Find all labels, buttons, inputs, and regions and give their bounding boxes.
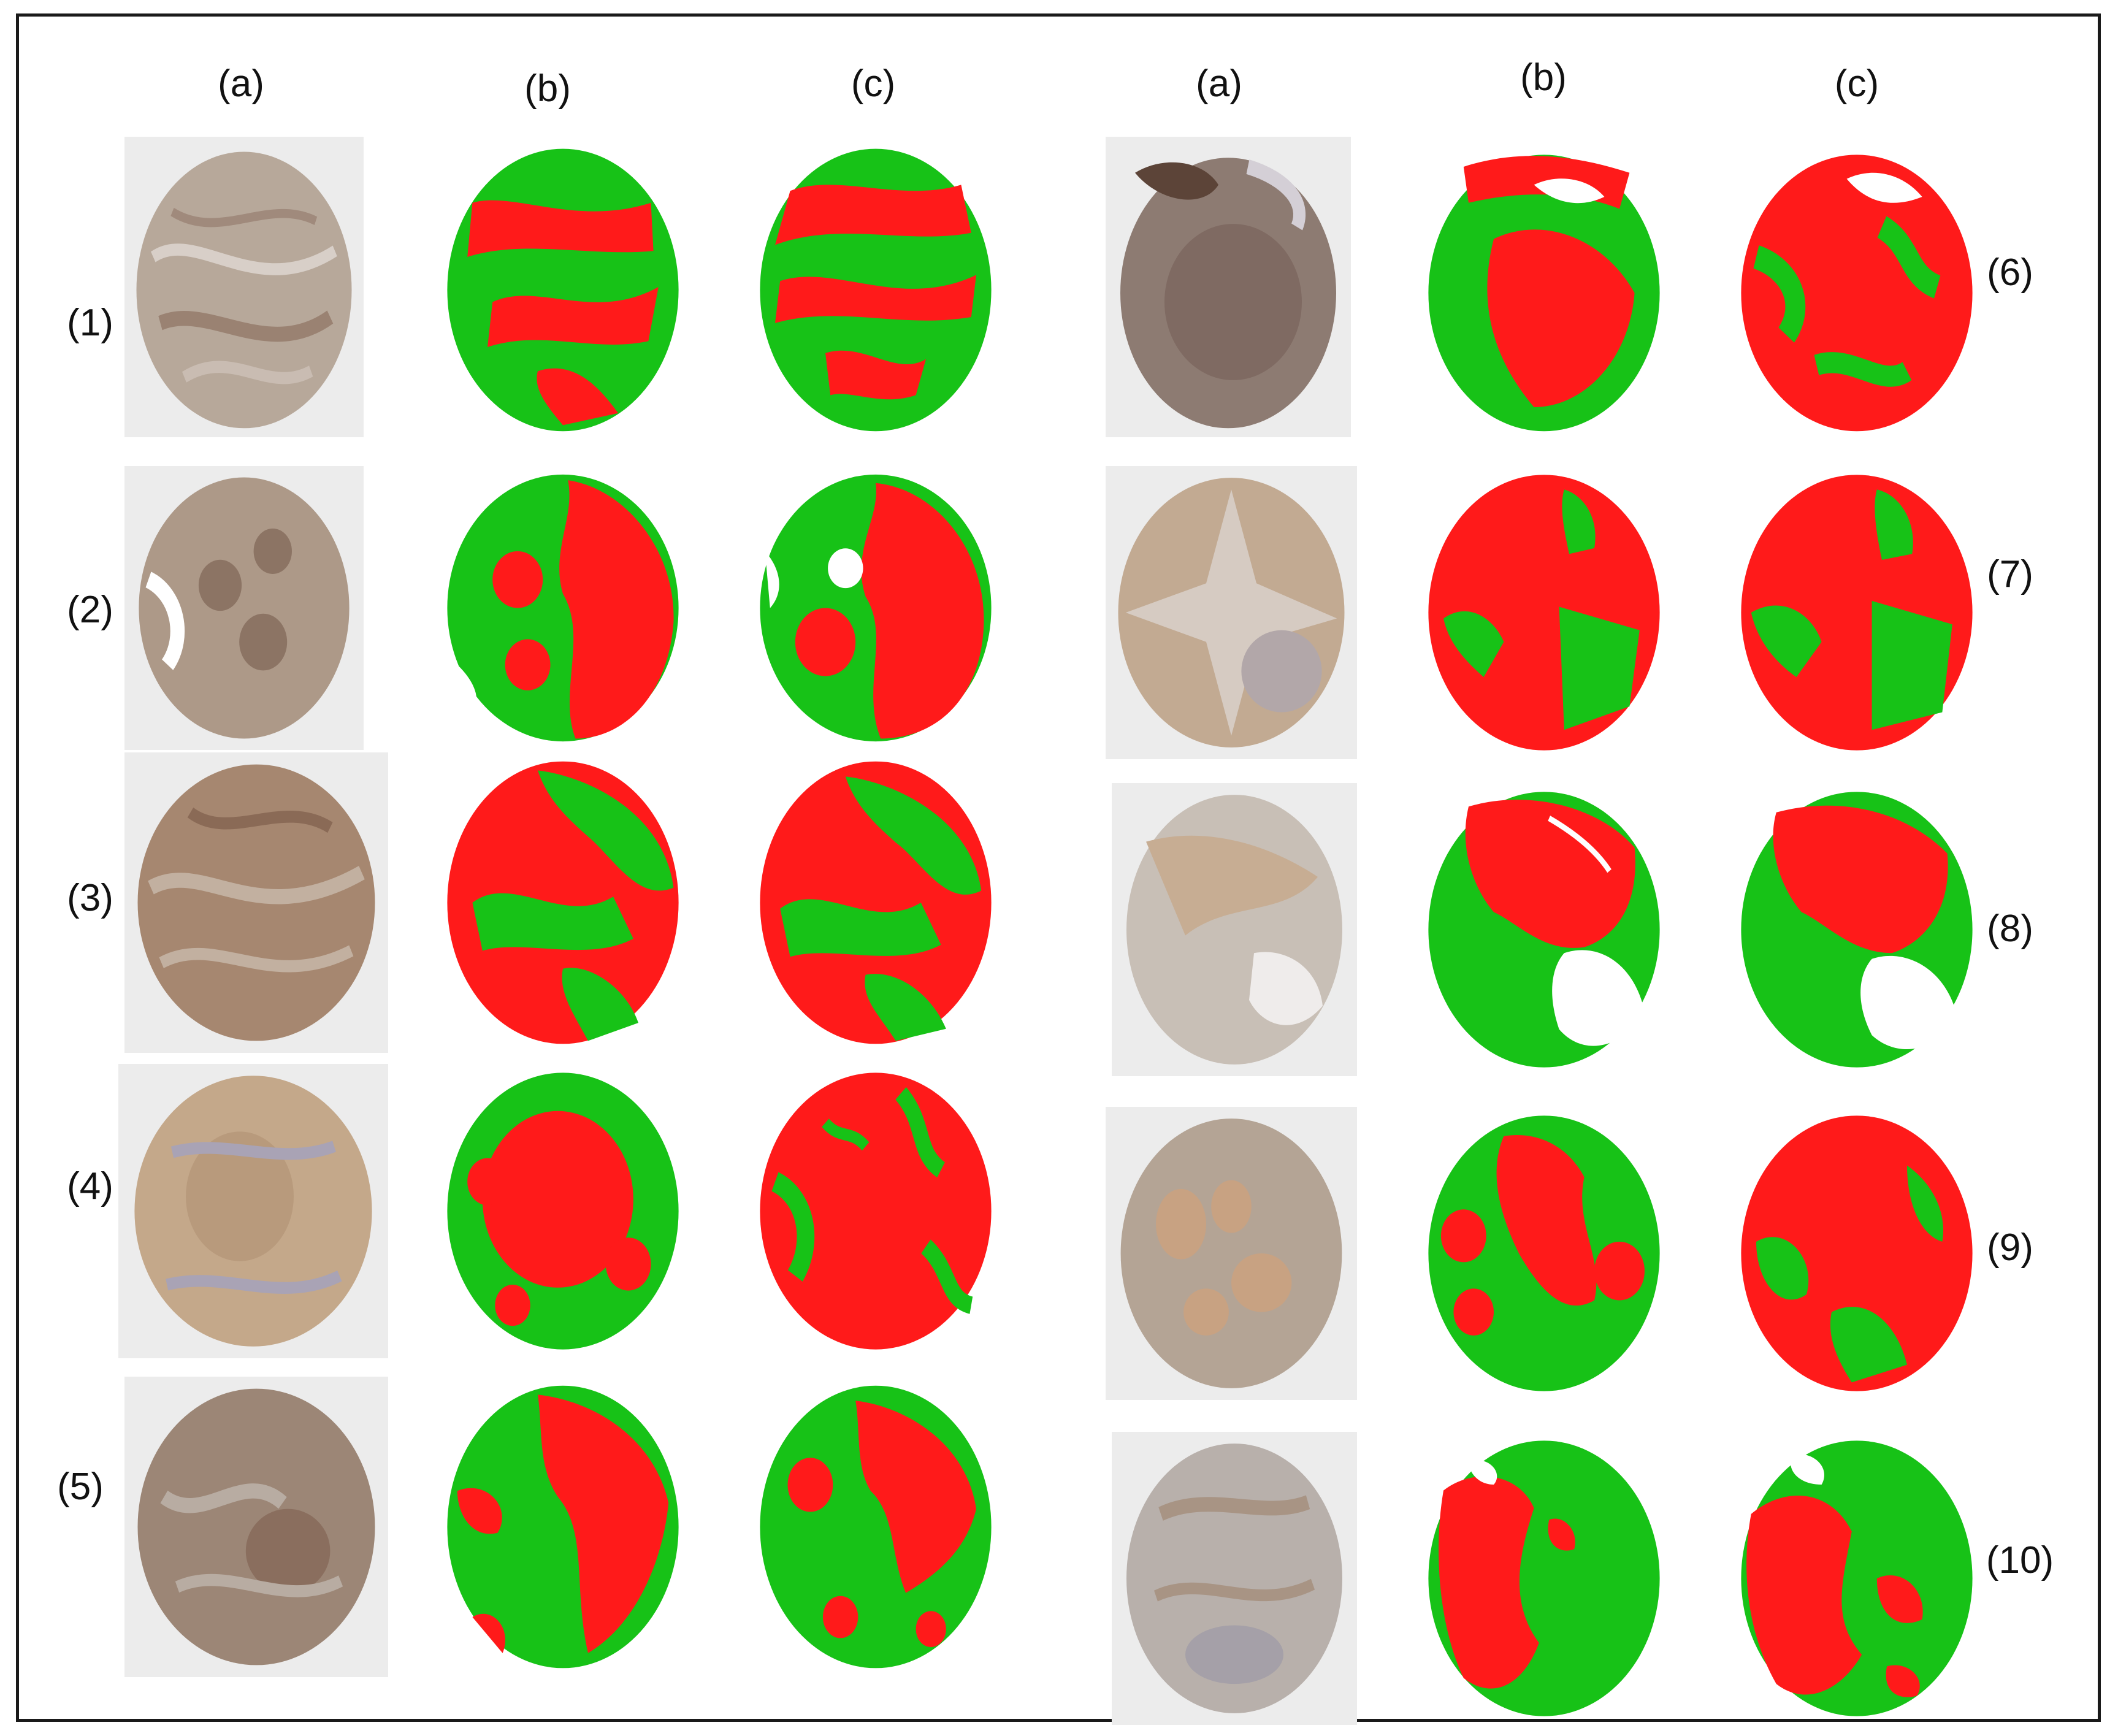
tissue-core-image-5a [124, 1377, 388, 1677]
row-label-10: (10) [1986, 1539, 2054, 1581]
row-label-4: (4) [67, 1165, 113, 1207]
row-label-9: (9) [1987, 1226, 2033, 1269]
segmentation-map-6b [1418, 137, 1670, 437]
tissue-core-image-10a [1112, 1432, 1357, 1725]
row-label-3: (3) [67, 877, 113, 919]
column-header-a-left: (a) [218, 63, 264, 105]
segmentation-map-3c [750, 752, 1001, 1053]
row-label-6: (6) [1987, 251, 2033, 294]
column-header-a-right: (a) [1196, 63, 1242, 105]
tissue-core-image-6a [1106, 137, 1351, 437]
row-label-8: (8) [1987, 908, 2033, 950]
tissue-core-image-1a [124, 137, 364, 437]
column-header-b-right: (b) [1520, 56, 1567, 99]
row-label-7: (7) [1987, 553, 2033, 595]
segmentation-map-1c [750, 137, 1001, 437]
segmentation-map-4c [750, 1064, 1001, 1358]
segmentation-map-5c [750, 1377, 1001, 1677]
tissue-core-image-4a [118, 1064, 388, 1358]
tissue-core-image-8a [1112, 783, 1357, 1076]
segmentation-map-9b [1418, 1107, 1670, 1400]
tissue-core-image-9a [1106, 1107, 1357, 1400]
segmentation-map-10c [1731, 1432, 1982, 1725]
segmentation-map-2b [437, 466, 689, 750]
tissue-core-image-3a [124, 752, 388, 1053]
segmentation-map-8b [1418, 783, 1670, 1076]
column-header-c-left: (c) [851, 63, 896, 105]
segmentation-map-10b [1418, 1432, 1670, 1725]
segmentation-map-2c [750, 466, 1001, 750]
tissue-core-image-2a [124, 466, 364, 750]
segmentation-map-3b [437, 752, 689, 1053]
column-header-c-right: (c) [1834, 63, 1879, 105]
segmentation-map-7c [1731, 466, 1982, 759]
segmentation-map-5b [437, 1377, 689, 1677]
segmentation-map-4b [437, 1064, 689, 1358]
tissue-core-image-7a [1106, 466, 1357, 759]
column-header-b-left: (b) [524, 67, 571, 110]
segmentation-map-1b [437, 137, 689, 437]
row-label-5: (5) [57, 1466, 104, 1508]
row-label-2: (2) [67, 589, 113, 631]
segmentation-map-9c [1731, 1107, 1982, 1400]
segmentation-map-6c [1731, 137, 1982, 437]
row-label-1: (1) [67, 302, 113, 344]
segmentation-map-7b [1418, 466, 1670, 759]
segmentation-map-8c [1731, 783, 1982, 1076]
figure-frame: (a) (b) (c) (a) (b) (c) (1) (2) (3) (4) … [16, 13, 2101, 1725]
